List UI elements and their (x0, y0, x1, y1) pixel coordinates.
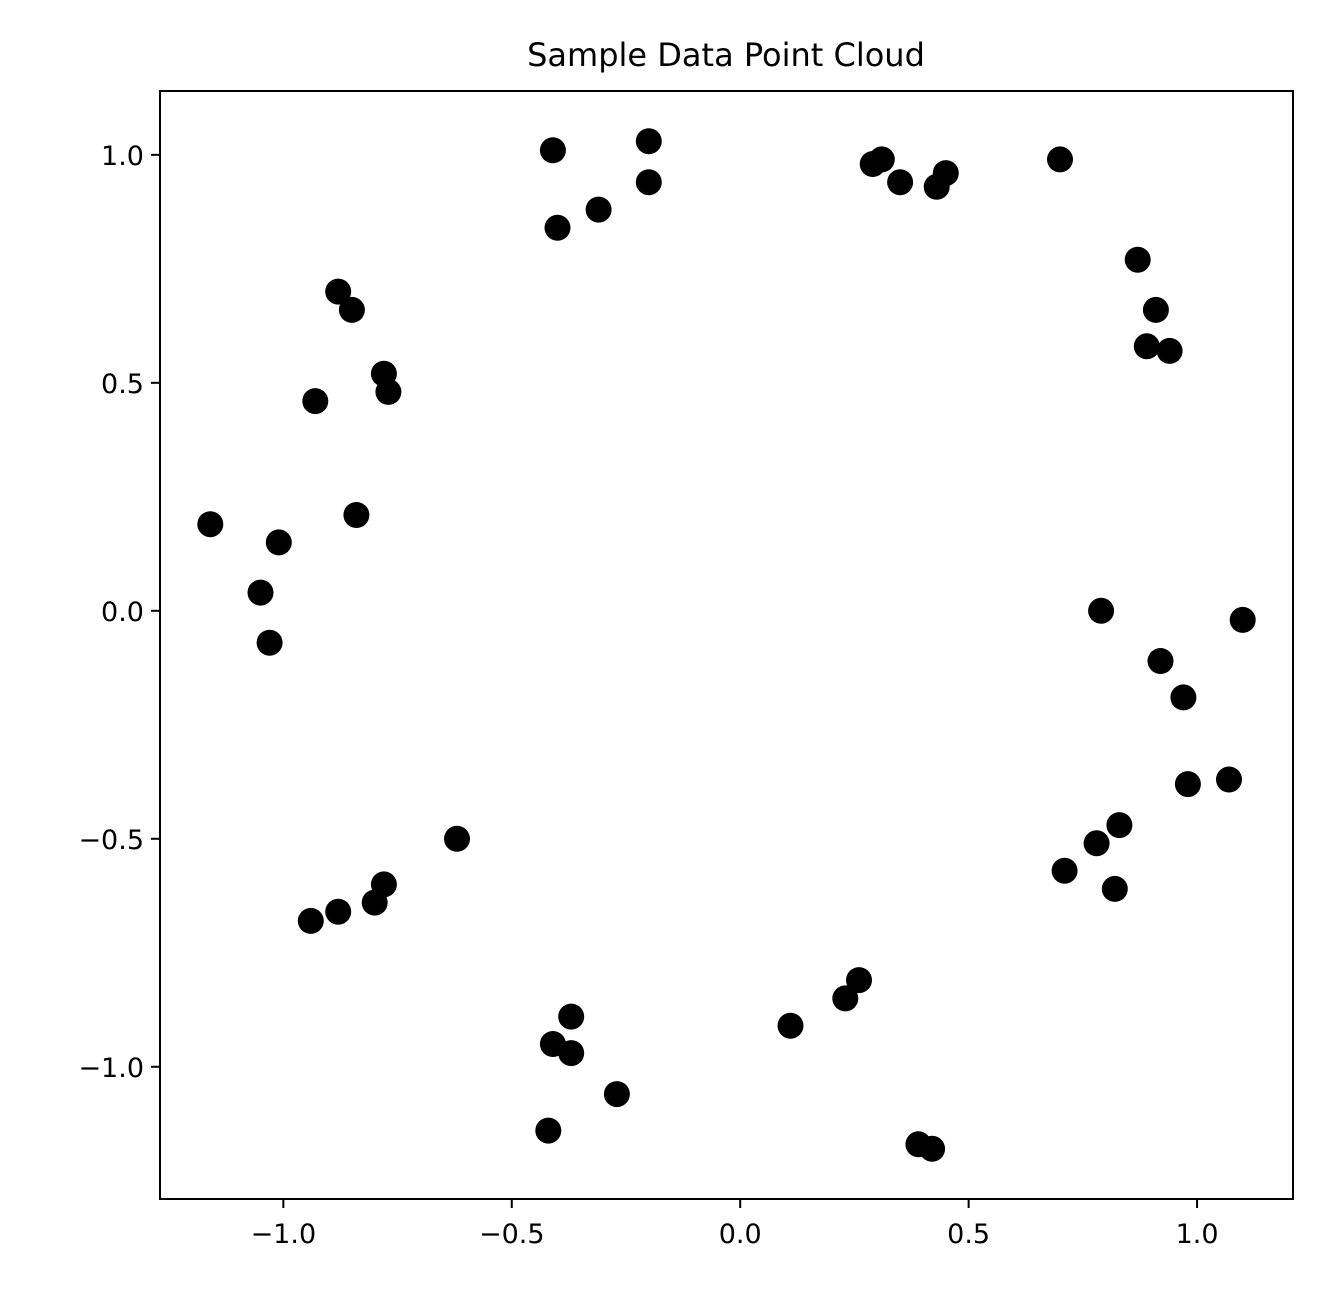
data-point (444, 825, 470, 852)
y-tick-label: −1.0 (78, 1053, 144, 1084)
data-point (338, 296, 365, 323)
chart-title: Sample Data Point Cloud (527, 36, 925, 74)
data-point (535, 1117, 562, 1144)
data-point (247, 579, 274, 606)
data-point (635, 169, 662, 196)
y-tick-label: 1.0 (101, 141, 144, 172)
data-point (325, 278, 352, 305)
data-point (1051, 857, 1078, 884)
plot-area-frame (159, 90, 1294, 1200)
data-point (256, 629, 283, 656)
data-point (558, 1003, 585, 1030)
data-point (1047, 146, 1073, 173)
data-point (297, 907, 324, 934)
data-point (846, 967, 872, 994)
data-point (1088, 597, 1115, 624)
x-tick-label: −0.5 (479, 1219, 545, 1250)
data-point (265, 529, 292, 556)
y-axis: 1.0 0.5 0.0 −0.5 −1.0 (78, 141, 160, 1084)
data-point (1156, 337, 1183, 364)
data-points (197, 128, 1256, 1162)
data-point (1170, 684, 1197, 711)
data-point (1142, 296, 1169, 323)
x-axis: −1.0 −0.5 0.0 0.5 1.0 (251, 1199, 1219, 1250)
data-point (932, 160, 959, 187)
x-tick-label: 1.0 (1176, 1219, 1219, 1250)
data-point (1174, 771, 1201, 798)
y-tick-label: 0.0 (101, 597, 144, 628)
data-point (302, 388, 329, 415)
data-point (832, 985, 859, 1012)
data-point (868, 146, 895, 173)
data-point (558, 1040, 585, 1067)
data-point (1229, 606, 1256, 633)
data-point (361, 889, 388, 916)
data-point (1124, 246, 1151, 273)
data-point (325, 898, 352, 925)
y-tick-label: −0.5 (78, 825, 144, 856)
data-point (919, 1135, 946, 1162)
data-point (635, 128, 662, 155)
x-tick-label: 0.5 (947, 1219, 990, 1250)
data-point (343, 502, 370, 528)
data-point (585, 196, 612, 223)
data-point (1106, 812, 1133, 839)
data-point (1083, 830, 1110, 857)
x-tick-label: −1.0 (251, 1219, 317, 1250)
data-point (544, 214, 571, 241)
data-point (777, 1012, 804, 1039)
y-tick-label: 0.5 (101, 369, 144, 400)
data-point (1147, 648, 1174, 674)
data-point (1216, 766, 1242, 793)
data-point (1101, 875, 1128, 902)
data-point (603, 1081, 630, 1108)
data-point (1133, 333, 1160, 360)
x-tick-label: 0.0 (719, 1219, 762, 1250)
data-point (887, 169, 914, 196)
data-point (539, 137, 566, 164)
data-point (375, 378, 402, 405)
data-point (197, 511, 224, 538)
